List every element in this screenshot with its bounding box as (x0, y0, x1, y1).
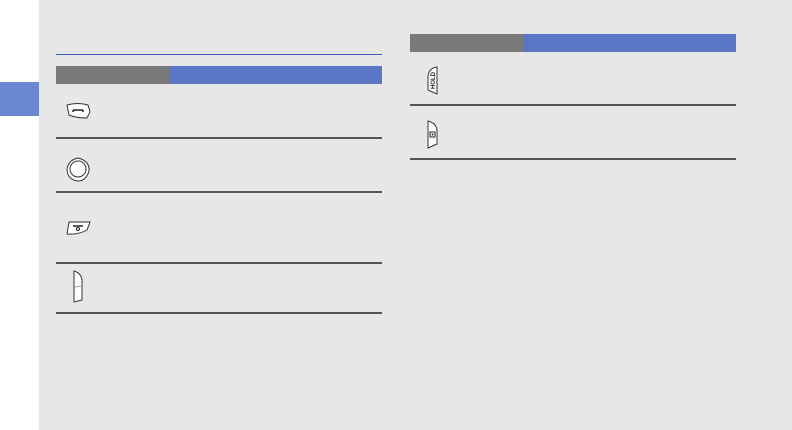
row-divider (410, 104, 736, 106)
camera-key-icon (427, 120, 438, 149)
row-divider (56, 262, 382, 264)
end-power-key-icon (66, 221, 91, 235)
call-key-icon (66, 103, 91, 119)
svg-text:HOLD: HOLD (431, 71, 437, 89)
row-divider (410, 158, 736, 160)
chapter-tab (0, 82, 39, 116)
row-divider (56, 191, 382, 193)
hold-key-icon: HOLD (427, 66, 438, 95)
confirm-key-icon (66, 157, 90, 182)
header-function-column (169, 66, 382, 84)
volume-key-icon (73, 270, 83, 303)
header-key-column (410, 34, 523, 52)
row-divider (56, 312, 382, 314)
header-function-column (523, 34, 736, 52)
right-table-header (410, 34, 736, 52)
header-key-column (56, 66, 169, 84)
title-rule (56, 54, 382, 55)
left-table-header (56, 66, 382, 84)
page (39, 0, 792, 430)
row-divider (56, 137, 382, 139)
